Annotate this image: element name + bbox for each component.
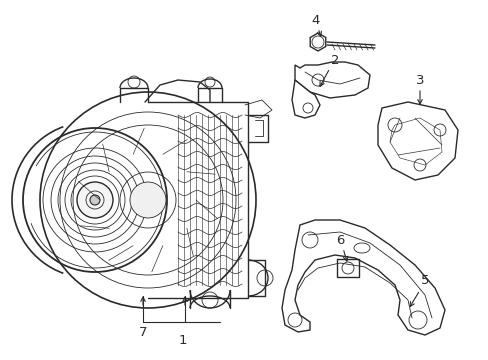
Text: 2: 2	[330, 54, 339, 67]
Circle shape	[77, 182, 113, 218]
Text: 4: 4	[311, 13, 320, 27]
Polygon shape	[282, 220, 444, 335]
Circle shape	[130, 182, 165, 218]
Polygon shape	[389, 118, 441, 165]
Circle shape	[90, 195, 100, 205]
Text: 1: 1	[179, 333, 187, 346]
Text: 7: 7	[139, 325, 147, 338]
Text: 6: 6	[335, 234, 344, 247]
Polygon shape	[377, 102, 457, 180]
Polygon shape	[294, 62, 369, 98]
Polygon shape	[309, 33, 325, 51]
Polygon shape	[291, 80, 319, 118]
Text: 5: 5	[420, 274, 428, 287]
Text: 3: 3	[415, 73, 424, 86]
